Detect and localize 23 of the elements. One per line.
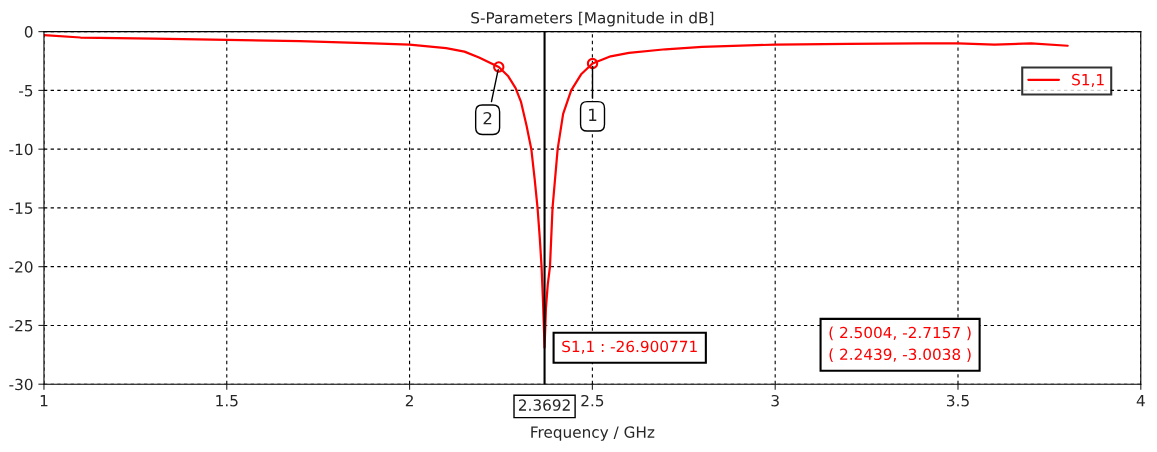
y-tick-label: -25	[9, 319, 33, 332]
x-tick-label: 3.5	[947, 394, 969, 407]
annotation: ( 2.5004, -2.7157 )	[829, 326, 971, 341]
ref-line-label: 2.3692	[518, 399, 570, 411]
y-tick-label: -20	[9, 261, 33, 273]
chart-title: S-Parameters [Magnitude in dB]	[471, 11, 714, 27]
x-tick-label: 1.5	[216, 395, 238, 407]
y-tick-label: -15	[9, 202, 33, 214]
x-tick-label: 4	[1136, 395, 1145, 407]
annotation: 2	[483, 111, 492, 125]
y-tick-label: 0	[24, 26, 33, 38]
annotation: S1,1 : -26.900771	[562, 340, 697, 354]
x-tick-label: 2	[405, 394, 413, 407]
x-tick-label: 3	[771, 394, 779, 407]
x-tick-label: 2.5	[581, 394, 604, 407]
y-tick-label: -5	[19, 85, 33, 97]
annotation: ( 2.2439, -3.0038 )	[829, 348, 971, 362]
y-tick-label: -30	[9, 378, 33, 391]
y-tick-label: -10	[9, 143, 33, 156]
legend-label: S1,1	[1072, 73, 1104, 87]
annotation: 1	[589, 108, 597, 121]
x-axis-title: Frequency / GHz	[531, 426, 655, 441]
x-tick-label: 1	[40, 395, 48, 407]
